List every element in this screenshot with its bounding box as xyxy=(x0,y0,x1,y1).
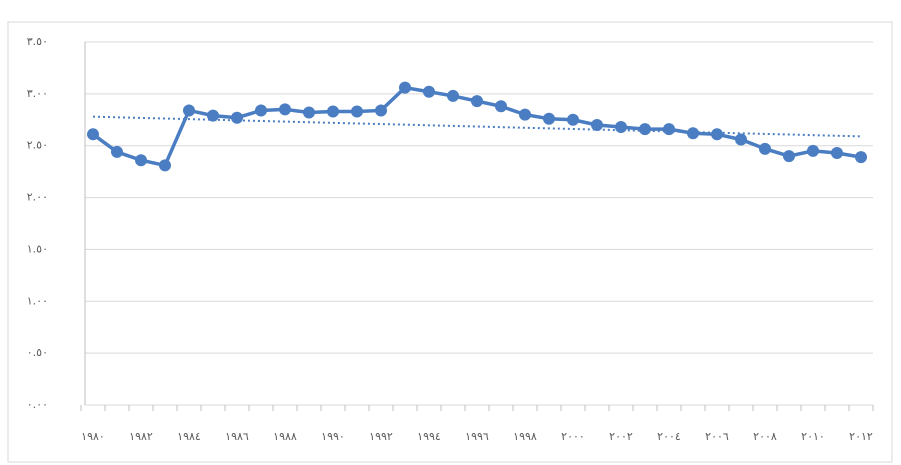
marker xyxy=(543,113,555,125)
marker xyxy=(687,127,699,139)
y-tick-label: ٢.٥٠ xyxy=(27,139,48,152)
marker xyxy=(327,105,339,117)
y-tick-label: ١.٠٠ xyxy=(27,294,48,307)
marker xyxy=(279,103,291,115)
chart-frame xyxy=(8,22,892,462)
y-tick-label: ١.٥٠ xyxy=(27,242,48,255)
x-tick-label: ٢٠٠٢ xyxy=(609,430,633,443)
marker xyxy=(471,95,483,107)
marker xyxy=(615,121,627,133)
marker xyxy=(807,145,819,157)
marker xyxy=(663,123,675,135)
marker xyxy=(831,147,843,159)
x-tick-label: ١٩٩٢ xyxy=(369,430,393,443)
x-tick-label: ١٩٨٤ xyxy=(177,430,201,443)
marker xyxy=(495,100,507,112)
marker xyxy=(303,107,315,119)
x-tick-label: ٢٠١٢ xyxy=(849,430,873,443)
marker xyxy=(231,112,243,124)
x-tick-label: ١٩٩٨ xyxy=(513,430,537,443)
marker xyxy=(423,86,435,98)
x-tick-label: ١٩٩٠ xyxy=(321,430,345,443)
marker xyxy=(159,159,171,171)
marker xyxy=(207,110,219,122)
marker xyxy=(111,146,123,158)
x-tick-label: ٢٠١٠ xyxy=(801,430,825,443)
x-tick-label: ٢٠٠٦ xyxy=(705,430,729,443)
marker xyxy=(735,133,747,145)
marker xyxy=(639,123,651,135)
marker xyxy=(399,82,411,94)
x-tick-label: ١٩٩٦ xyxy=(465,430,489,443)
x-tick-label: ١٩٨٢ xyxy=(129,430,153,443)
marker xyxy=(591,119,603,131)
y-tick-label: ٠.٥٠ xyxy=(27,346,48,359)
x-tick-label: ١٩٩٤ xyxy=(417,430,441,443)
x-tick-label: ١٩٨٨ xyxy=(273,430,297,443)
x-tick-label: ١٩٨٦ xyxy=(225,430,249,443)
x-tick-label: ٢٠٠٠ xyxy=(561,430,585,443)
marker xyxy=(255,104,267,116)
marker xyxy=(519,109,531,121)
marker xyxy=(375,104,387,116)
x-tick-label: ٢٠٠٤ xyxy=(657,430,681,443)
marker xyxy=(711,128,723,140)
marker xyxy=(87,128,99,140)
x-tick-label: ٢٠٠٨ xyxy=(753,430,777,443)
marker xyxy=(183,104,195,116)
marker xyxy=(759,143,771,155)
marker xyxy=(567,114,579,126)
x-tick-label: ١٩٨٠ xyxy=(81,430,105,443)
y-tick-label: ٠.٠٠ xyxy=(27,398,48,411)
y-tick-label: ٢.٠٠ xyxy=(27,191,48,204)
marker xyxy=(447,90,459,102)
y-tick-label: ٣.٠٠ xyxy=(27,87,48,100)
marker xyxy=(783,150,795,162)
chart: ٠.٠٠ ٠.٥٠ ١.٠٠ ١.٥٠ ٢.٠٠ ٢.٥٠ ٣.٠٠ ٣.٥٠ ١٩٨٠ ١٩٨٢… xyxy=(0,0,901,465)
marker xyxy=(135,154,147,166)
marker xyxy=(855,151,867,163)
y-tick-label: ٣.٥٠ xyxy=(27,35,48,48)
marker xyxy=(351,105,363,117)
